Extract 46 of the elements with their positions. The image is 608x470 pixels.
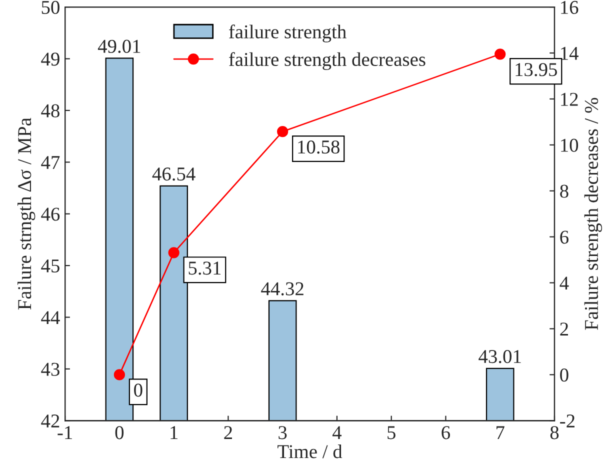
y2-tick-label: 8	[560, 184, 568, 198]
y2-tick-label: 10	[561, 138, 578, 152]
y2-tick-label: 0	[560, 368, 568, 382]
x-tick-label: 8	[550, 426, 559, 440]
x-tick-label: 1	[170, 426, 178, 440]
point	[277, 126, 288, 138]
point	[494, 48, 506, 60]
x-tick-label: 3	[278, 426, 287, 440]
y-tick-label: 47	[41, 156, 60, 169]
legend-label: failure strength decreases	[229, 52, 426, 70]
x-tick-label: 5	[388, 426, 396, 440]
y2-tick-label: 4	[560, 276, 569, 290]
y-tick-label: 44	[41, 311, 60, 324]
y2-tick-label: 6	[560, 230, 568, 244]
y-tick-label: 46	[41, 208, 60, 221]
x-axis-title: Time / d	[278, 444, 342, 458]
y2-tick-label: 16	[561, 0, 578, 14]
x-tick-label: 6	[442, 426, 450, 440]
data-label: 46.54	[152, 168, 196, 181]
legend-label: failure strength	[229, 24, 346, 42]
data-label: 49.01	[98, 40, 140, 53]
point	[114, 369, 125, 380]
y2-tick-label: 2	[560, 322, 568, 336]
data-label: 44.32	[261, 282, 304, 296]
data-label: 5.31	[188, 262, 221, 275]
y-axis-title: Failure strngth Δσ / MPa	[18, 118, 36, 310]
y-tick-label: 42	[41, 414, 60, 428]
y-tick-label: 48	[41, 104, 60, 118]
x-tick-label: 0	[115, 426, 124, 440]
point	[168, 247, 180, 258]
x-tick-label: 4	[332, 426, 342, 440]
y2-tick-label: 14	[561, 46, 578, 60]
y-tick-label: 45	[41, 259, 60, 272]
y2-tick-label: -2	[560, 414, 574, 428]
x-tick-label: 2	[224, 426, 232, 440]
y2-axis-title: Failure strength decreases / %	[584, 98, 602, 330]
y-tick-label: 43	[41, 362, 60, 376]
y2-tick-label: 12	[561, 92, 578, 106]
data-label: 43.01	[478, 350, 521, 364]
x-tick-label: -1	[58, 426, 72, 440]
data-label: 10.58	[298, 140, 340, 154]
data-label: 0	[134, 384, 142, 397]
y-tick-label: 49	[41, 52, 60, 66]
y-tick-label: 50	[42, 0, 60, 14]
data-label: 13.95	[516, 63, 557, 76]
x-tick-label: 7	[496, 426, 504, 440]
